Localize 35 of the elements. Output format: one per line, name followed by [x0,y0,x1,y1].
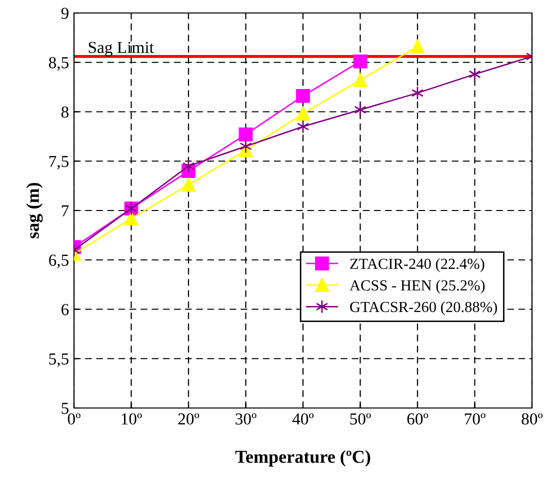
y-tick-label: 8,5 [48,57,68,71]
legend-label: GTACSR-260 (20.88%) [350,301,497,316]
y-tick-label: 8 [61,106,69,118]
x-tick-label: 20º [178,413,200,425]
point [124,211,138,226]
x-tick-label: 10º [122,413,142,425]
point [240,139,252,154]
y-tick-label: 9 [61,8,68,19]
point [354,102,366,117]
y-tick-label: 7,5 [49,156,68,170]
x-axis-title: Temperature (ºC) [235,450,370,467]
point [296,89,310,103]
y-tick-label: 5,5 [49,353,68,367]
point [182,178,196,192]
x-tick-label: 50º [350,413,371,425]
x-tick-label: 70º [464,413,486,425]
x-tick-label: 60º [407,413,428,425]
legend-label: ZTACIR-240 (22.4%) [350,258,484,272]
point [353,73,368,88]
y-tick-label: 7 [62,205,69,216]
y-tick-label: 5 [62,402,68,414]
ref-line-label: Sag Limit [88,42,154,56]
x-tick-label: 80º [522,413,543,425]
point [410,40,424,54]
y-axis-title: sag (m) [26,182,43,238]
point [468,67,481,82]
x-tick-label: 0º [68,413,80,425]
point [353,54,368,68]
y-tick-label: 6,5 [49,254,68,268]
legend-label: ACSS - HEN (25.2%) [350,280,485,294]
x-tick-label: 30º [236,413,256,425]
point [296,106,310,121]
y-tick-label: 6 [62,304,69,316]
point [238,128,253,142]
x-tick-label: 40º [292,413,314,425]
